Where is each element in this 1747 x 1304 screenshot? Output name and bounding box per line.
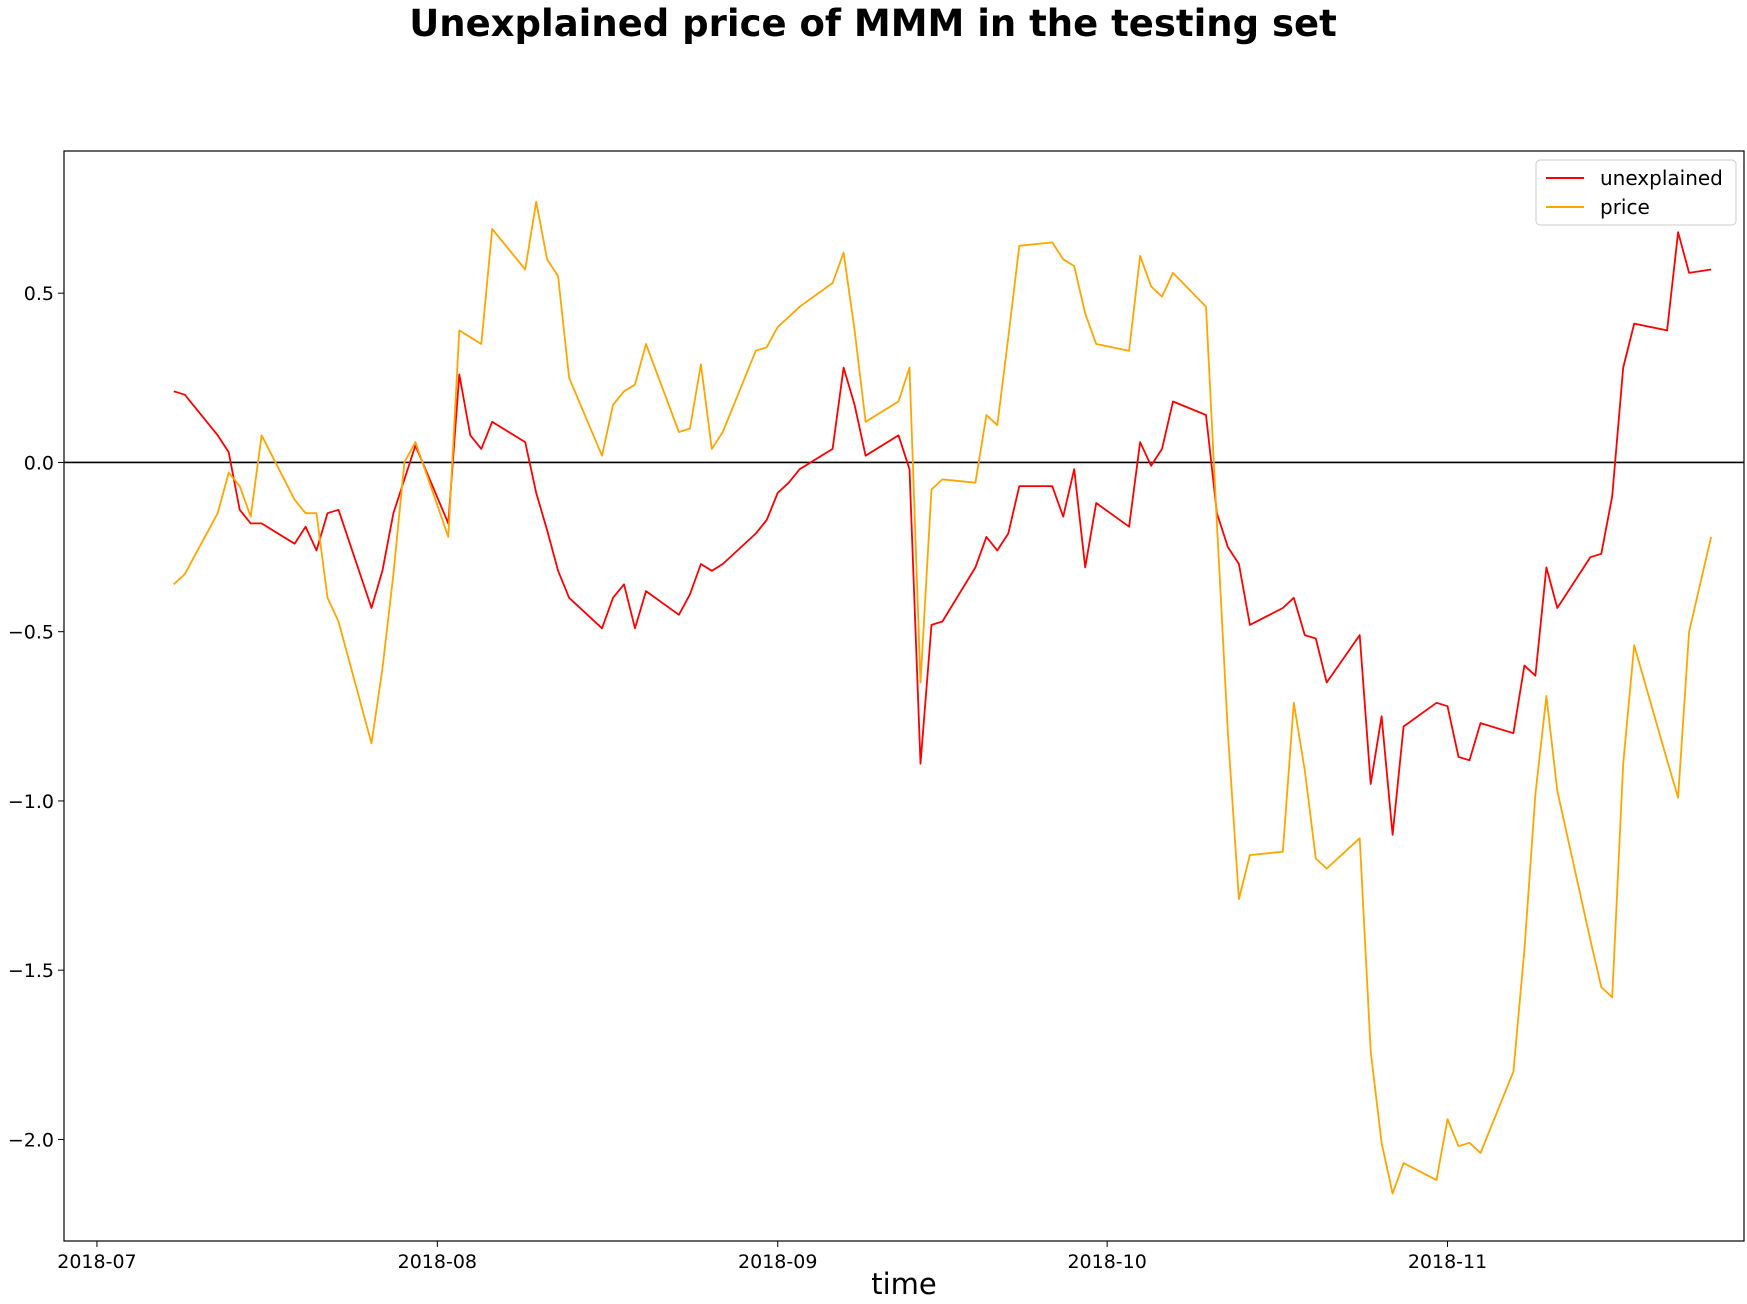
legend-label-unexplained: unexplained (1600, 166, 1723, 190)
y-tick-label: 0.5 (24, 283, 54, 305)
y-tick-label: 0.0 (24, 452, 54, 474)
series-line-unexplained (173, 231, 1712, 836)
plot-frame (63, 150, 1745, 1242)
x-tick-label: 2018-11 (1408, 1251, 1487, 1273)
x-tick-label: 2018-08 (398, 1251, 477, 1273)
y-tick-label: −2.0 (8, 1129, 54, 1151)
y-tick-label: −1.0 (8, 791, 54, 813)
legend: unexplained price (1535, 159, 1737, 226)
y-tick-label: −0.5 (8, 622, 54, 644)
x-tick-label: 2018-09 (738, 1251, 817, 1273)
x-axis-label: time (871, 1267, 937, 1301)
x-axis: 2018-07 2018-08 2018-09 2018-10 2018-11 (57, 1241, 1487, 1273)
y-axis: 0.5 0.0 −0.5 −1.0 −1.5 −2.0 (8, 283, 64, 1151)
x-tick-label: 2018-10 (1067, 1251, 1146, 1273)
y-tick-label: −1.5 (8, 960, 54, 982)
series-line-price (173, 200, 1712, 1195)
x-tick-label: 2018-07 (57, 1251, 136, 1273)
legend-box (1535, 159, 1737, 226)
chart-title: Unexplained price of MMM in the testing … (409, 2, 1337, 45)
series-group (173, 200, 1712, 1195)
legend-label-price: price (1600, 195, 1650, 219)
